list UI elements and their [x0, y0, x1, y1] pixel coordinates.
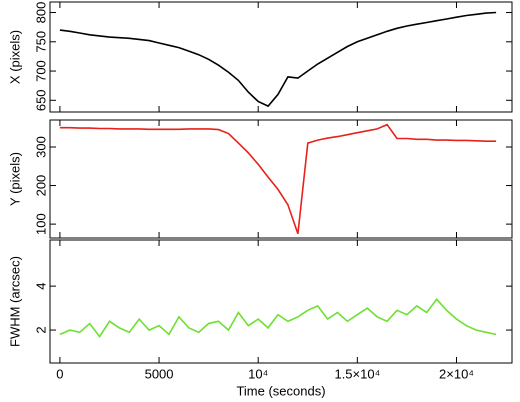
x-tick-label: 10⁴: [248, 366, 268, 381]
y-tick-label: 650: [33, 89, 48, 111]
y-tick-label: 300: [33, 136, 48, 158]
y-tick-label: 4: [33, 283, 48, 290]
data-line: [59, 298, 497, 338]
data-line: [59, 123, 497, 235]
x-tick-label: 1.5×10⁴: [334, 366, 380, 381]
panel-frame: [49, 119, 513, 239]
y-tick-label: 100: [33, 213, 48, 235]
x-tick-label: 5000: [145, 366, 174, 381]
x-tick-label: 2×10⁴: [439, 366, 474, 381]
x-axis-label: Time (seconds): [236, 383, 325, 398]
y-axis-label: FWHM (arcsec): [7, 256, 22, 347]
y-tick-label: 700: [33, 60, 48, 82]
y-tick-label: 2: [33, 326, 48, 333]
data-line: [59, 11, 497, 108]
panel-frame: [49, 239, 513, 364]
y-tick-label: 800: [33, 2, 48, 24]
y-tick-label: 750: [33, 31, 48, 53]
x-tick-label: 0: [56, 366, 63, 381]
y-tick-label: 200: [33, 175, 48, 197]
y-axis-label: Y (pixels): [7, 152, 22, 206]
y-axis-label: X (pixels): [7, 30, 22, 84]
panel-frame: [49, 1, 513, 113]
